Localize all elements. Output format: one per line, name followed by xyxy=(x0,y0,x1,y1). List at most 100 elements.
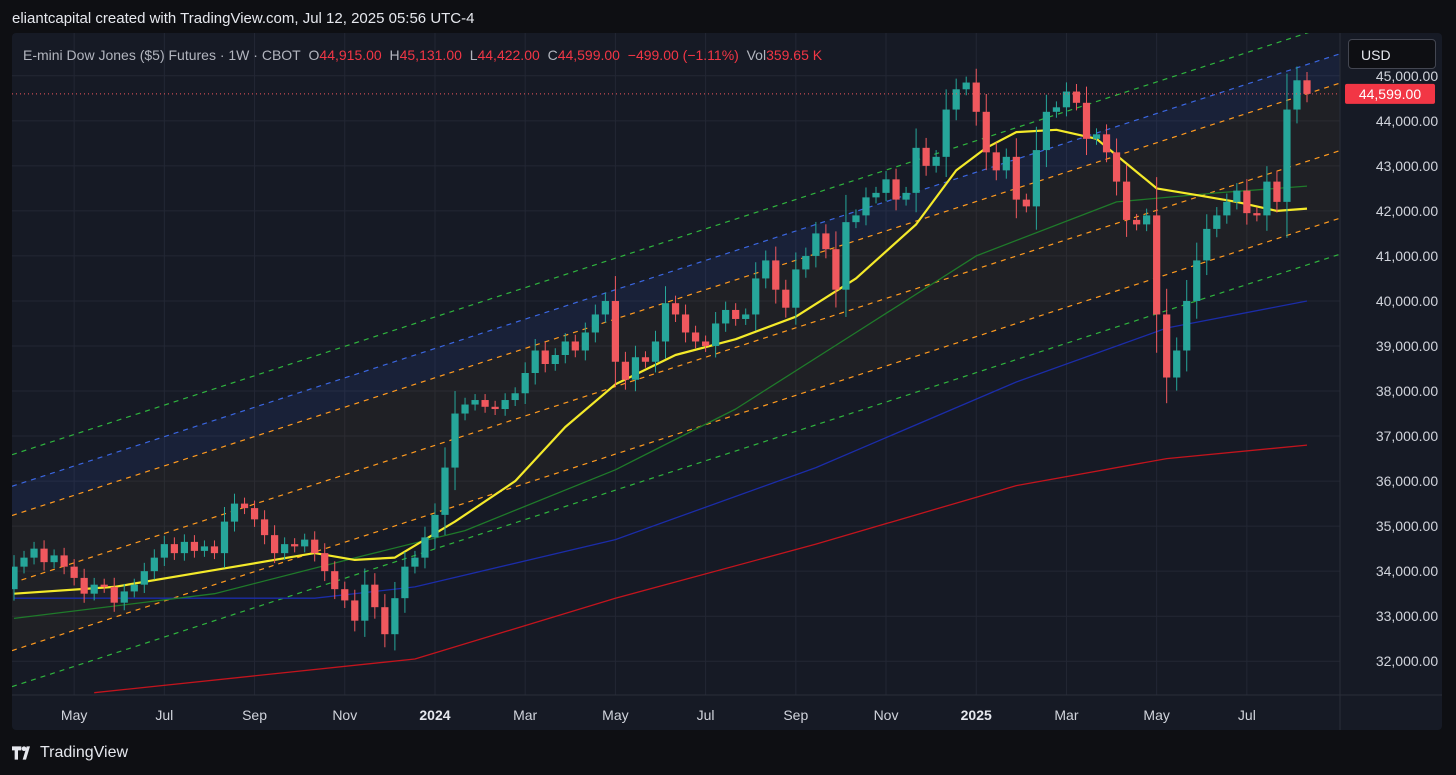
candle[interactable] xyxy=(130,578,138,598)
channel-line-green[interactable] xyxy=(12,33,1340,456)
candle[interactable] xyxy=(832,231,840,308)
candle[interactable] xyxy=(922,137,930,176)
candle[interactable] xyxy=(230,493,239,532)
candle[interactable] xyxy=(1173,337,1181,391)
candle[interactable] xyxy=(722,301,730,332)
symbol-name[interactable]: E-mini Dow Jones ($5) Futures · 1W · CBO… xyxy=(23,47,301,63)
candle[interactable] xyxy=(20,550,28,574)
candle[interactable] xyxy=(250,500,259,527)
candle[interactable] xyxy=(862,187,870,226)
candle[interactable] xyxy=(752,262,760,331)
candle[interactable] xyxy=(200,540,209,557)
candle[interactable] xyxy=(270,525,279,564)
candle[interactable] xyxy=(100,578,108,593)
candle[interactable] xyxy=(491,400,499,416)
candle[interactable] xyxy=(140,562,148,593)
candle[interactable] xyxy=(391,581,399,651)
candle[interactable] xyxy=(1062,82,1071,117)
candle[interactable] xyxy=(611,276,620,387)
candle[interactable] xyxy=(351,589,359,632)
candle[interactable] xyxy=(892,168,900,211)
candle[interactable] xyxy=(1022,193,1030,213)
candle[interactable] xyxy=(311,531,319,562)
candle[interactable] xyxy=(772,246,780,304)
candle[interactable] xyxy=(281,537,289,560)
candle[interactable] xyxy=(1203,214,1211,276)
candle[interactable] xyxy=(1132,213,1141,231)
candle[interactable] xyxy=(511,387,519,406)
candle[interactable] xyxy=(110,577,118,612)
candle[interactable] xyxy=(1042,94,1051,168)
candle[interactable] xyxy=(421,526,429,569)
candle[interactable] xyxy=(371,573,379,619)
candle[interactable] xyxy=(591,304,599,343)
candle[interactable] xyxy=(160,535,168,566)
candle[interactable] xyxy=(701,335,710,352)
candle[interactable] xyxy=(561,333,569,364)
candle[interactable] xyxy=(1283,73,1291,238)
candle[interactable] xyxy=(661,286,670,359)
ma-blue-line[interactable] xyxy=(14,300,1308,599)
candle[interactable] xyxy=(120,583,128,611)
candles[interactable] xyxy=(12,66,1311,651)
candle[interactable] xyxy=(932,150,940,173)
candle[interactable] xyxy=(551,348,559,371)
candle[interactable] xyxy=(992,142,1000,181)
candle[interactable] xyxy=(1233,183,1241,210)
candle[interactable] xyxy=(381,594,389,648)
candle[interactable] xyxy=(952,78,960,121)
candle[interactable] xyxy=(1072,84,1081,111)
candle[interactable] xyxy=(852,209,860,229)
candle[interactable] xyxy=(962,76,970,96)
candle[interactable] xyxy=(1102,124,1111,163)
candle[interactable] xyxy=(732,303,740,326)
candle[interactable] xyxy=(571,334,579,358)
candle[interactable] xyxy=(291,538,299,553)
candle[interactable] xyxy=(521,362,529,404)
candle[interactable] xyxy=(40,540,48,571)
candle[interactable] xyxy=(912,128,920,213)
candle[interactable] xyxy=(431,503,439,549)
ema-fast-line[interactable] xyxy=(13,128,1308,595)
candle[interactable] xyxy=(742,308,750,325)
candle[interactable] xyxy=(812,221,820,268)
candle[interactable] xyxy=(411,550,419,574)
price-chart[interactable]: 45,000.00 44,000.00 43,000.00 42,000.00 41,0… xyxy=(12,33,1442,730)
candle[interactable] xyxy=(1193,242,1201,319)
candle[interactable] xyxy=(451,391,459,491)
candle[interactable] xyxy=(802,247,810,278)
candle[interactable] xyxy=(1153,177,1161,353)
candle[interactable] xyxy=(1032,126,1040,230)
candle[interactable] xyxy=(872,186,880,204)
candle[interactable] xyxy=(301,533,309,553)
candle[interactable] xyxy=(671,295,680,323)
candle[interactable] xyxy=(631,345,640,392)
candle[interactable] xyxy=(1052,101,1061,118)
candle[interactable] xyxy=(1092,128,1101,145)
candle[interactable] xyxy=(361,568,369,637)
candle[interactable] xyxy=(190,535,199,558)
candle[interactable] xyxy=(30,541,38,565)
candle[interactable] xyxy=(220,506,229,568)
candle[interactable] xyxy=(461,397,469,421)
candle[interactable] xyxy=(1163,288,1171,404)
candle[interactable] xyxy=(150,549,158,580)
candle[interactable] xyxy=(581,322,589,361)
candle[interactable] xyxy=(681,304,690,343)
candle[interactable] xyxy=(321,543,329,582)
candle[interactable] xyxy=(541,342,549,373)
candle[interactable] xyxy=(792,252,800,325)
candle[interactable] xyxy=(80,568,88,603)
candle[interactable] xyxy=(691,325,700,349)
candle[interactable] xyxy=(762,250,770,289)
candle[interactable] xyxy=(982,94,990,171)
candle[interactable] xyxy=(822,224,830,259)
candle[interactable] xyxy=(501,393,509,416)
candle[interactable] xyxy=(441,447,449,536)
chart-panel[interactable]: 45,000.00 44,000.00 43,000.00 42,000.00 41,0… xyxy=(12,33,1442,730)
candle[interactable] xyxy=(1183,280,1191,372)
candle[interactable] xyxy=(782,279,790,318)
candle[interactable] xyxy=(651,330,660,373)
candle[interactable] xyxy=(210,540,219,560)
candle[interactable] xyxy=(1253,207,1261,222)
